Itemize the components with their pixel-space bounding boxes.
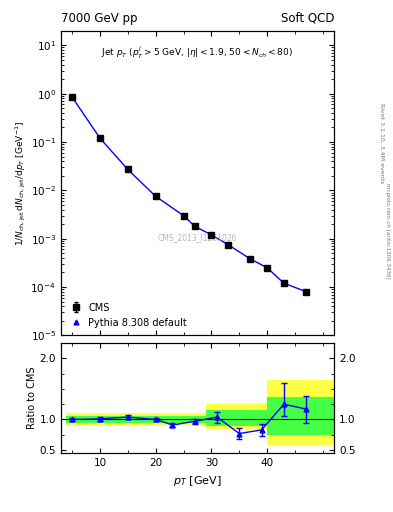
Pythia 8.308 default	[125, 166, 130, 173]
Bar	[206, 404, 267, 429]
Pythia 8.308 default	[97, 135, 102, 141]
Pythia 8.308 default	[181, 212, 186, 219]
Pythia 8.308 default	[153, 194, 158, 200]
Text: mcplots.cern.ch [arXiv:1306.3436]: mcplots.cern.ch [arXiv:1306.3436]	[385, 183, 389, 278]
Bar	[267, 397, 334, 435]
Bar	[267, 380, 334, 445]
Legend: CMS, Pythia 8.308 default: CMS, Pythia 8.308 default	[66, 300, 190, 331]
Text: CMS_2013_I1261026: CMS_2013_I1261026	[158, 233, 237, 242]
Pythia 8.308 default	[304, 289, 309, 295]
Text: Soft QCD: Soft QCD	[281, 12, 334, 25]
Bar	[66, 416, 206, 423]
Text: Rivet 3.1.10, 3.4M events: Rivet 3.1.10, 3.4M events	[380, 103, 384, 183]
Y-axis label: $1/N_{\rm ch,jet}\,{\rm d}N_{\rm ch,jet}/{\rm d}p_T\ [{\rm GeV}^{-1}]$: $1/N_{\rm ch,jet}\,{\rm d}N_{\rm ch,jet}…	[13, 120, 28, 246]
Text: 7000 GeV pp: 7000 GeV pp	[61, 12, 138, 25]
Pythia 8.308 default	[281, 280, 286, 286]
Pythia 8.308 default	[265, 265, 270, 271]
Pythia 8.308 default	[248, 256, 253, 262]
Bar	[206, 410, 267, 425]
Pythia 8.308 default	[70, 94, 74, 100]
Bar	[66, 413, 206, 426]
Text: Jet $p_T$ ($p_T^j$$>$5 GeV, $|\eta|$$<$1.9, 50$<$$N_{ch}$$<$80): Jet $p_T$ ($p_T^j$$>$5 GeV, $|\eta|$$<$1…	[101, 45, 294, 61]
Y-axis label: Ratio to CMS: Ratio to CMS	[27, 367, 37, 430]
Pythia 8.308 default	[192, 223, 197, 229]
Pythia 8.308 default	[226, 242, 231, 248]
Line: Pythia 8.308 default: Pythia 8.308 default	[70, 95, 309, 294]
Pythia 8.308 default	[209, 232, 214, 238]
X-axis label: $p_T$ [GeV]: $p_T$ [GeV]	[173, 474, 222, 487]
